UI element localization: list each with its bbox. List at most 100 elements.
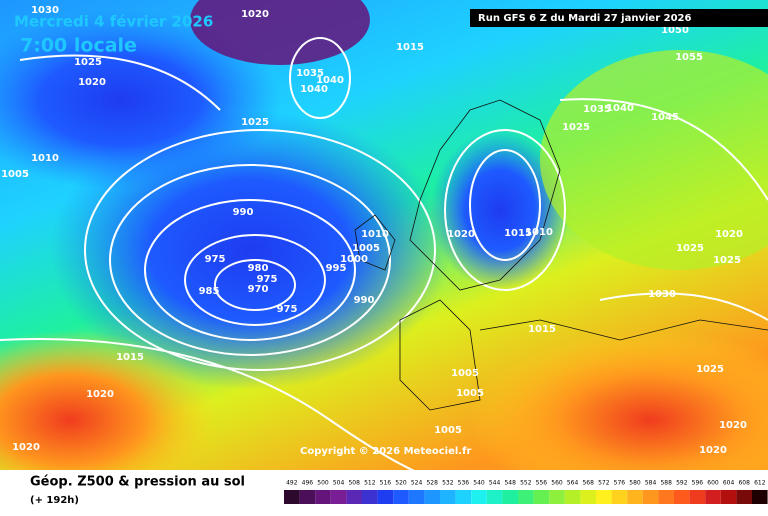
scale-swatch	[752, 490, 768, 504]
isobar-label: 1010	[361, 229, 389, 240]
scale-swatch	[455, 490, 472, 504]
scale-swatch	[689, 490, 706, 504]
isobar-label: 1040	[606, 103, 634, 114]
isobar-label: 1020	[715, 229, 743, 240]
run-info: Run GFS 6 Z du Mardi 27 janvier 2026	[478, 13, 691, 24]
scale-label: 604	[723, 480, 735, 487]
isobar-label: 1015	[396, 42, 424, 53]
isobar-label: 1050	[661, 25, 689, 36]
scale-label: 492	[286, 480, 298, 487]
isobar-label: 1015	[116, 352, 144, 363]
scale-swatch	[549, 490, 565, 504]
scale-label: 536	[458, 480, 470, 487]
isobar-label: 985	[199, 286, 220, 297]
isobar-label: 1010	[525, 227, 553, 238]
isobar-label: 1025	[74, 57, 102, 68]
scale-swatch	[486, 490, 503, 504]
isobar-label: 1020	[719, 420, 747, 431]
isobar-label: 975	[257, 274, 278, 285]
isobar-label: 1005	[1, 169, 29, 180]
scale-swatch	[580, 490, 596, 504]
isobar-label: 1020	[447, 229, 475, 240]
isobar-label: 1000	[340, 254, 368, 265]
isobar-label: 1015	[528, 324, 556, 335]
isobar-label: 1025	[676, 243, 704, 254]
scale-swatch	[674, 490, 690, 504]
scale-swatch	[564, 490, 581, 504]
scale-label: 576	[614, 480, 626, 487]
isobar-label: 1005	[451, 368, 479, 379]
scale-label: 548	[504, 480, 516, 487]
scale-swatch	[533, 490, 550, 504]
scale-label: 600	[707, 480, 719, 487]
isobar-label: 1040	[300, 84, 328, 95]
isobar-label: 1020	[86, 389, 114, 400]
scale-label: 532	[442, 480, 454, 487]
isobar-label: 1025	[562, 122, 590, 133]
isobar-label: 1035	[296, 68, 324, 79]
isobar-label: 1020	[241, 9, 269, 20]
scale-swatch	[284, 490, 300, 504]
isobar-label: 1010	[31, 153, 59, 164]
scale-label: 580	[629, 480, 641, 487]
isobar-label: 1015	[504, 228, 532, 239]
scale-label: 544	[489, 480, 501, 487]
scale-swatch	[611, 490, 628, 504]
scale-swatch	[346, 490, 362, 504]
scale-label: 504	[333, 480, 345, 487]
isobar-label: 1005	[352, 243, 380, 254]
scale-label: 552	[520, 480, 532, 487]
scale-label: 596	[692, 480, 704, 487]
isobar-label: 970	[248, 284, 269, 295]
isobar-label: 1020	[78, 77, 106, 88]
forecast-time: 7:00 locale	[20, 35, 137, 57]
scale-label: 588	[660, 480, 672, 487]
scale-label: 496	[302, 480, 314, 487]
isobar-label: 1040	[316, 75, 344, 86]
scale-swatch	[471, 490, 487, 504]
product-title: Géop. Z500 & pression au sol	[30, 475, 245, 490]
copyright: Copyright © 2026 Meteociel.fr	[300, 446, 471, 457]
scale-swatch	[315, 490, 331, 504]
isobar-label: 1055	[675, 52, 703, 63]
lead-time: (+ 192h)	[30, 495, 79, 506]
scale-label: 584	[645, 480, 657, 487]
isobar-label: 995	[326, 263, 347, 274]
isobar-label: 1030	[31, 5, 59, 16]
isobar-label: 990	[354, 295, 375, 306]
scale-swatch	[299, 490, 316, 504]
isobar-labels: 1030 102010251020101010051035104010401025…	[1, 5, 747, 456]
coastlines	[354, 99, 768, 411]
scale-label: 512	[364, 480, 376, 487]
scale-label: 568	[582, 480, 594, 487]
isobar-label: 1025	[713, 255, 741, 266]
scale-swatch	[627, 490, 643, 504]
scale-swatch	[362, 490, 378, 504]
scale-swatch	[658, 490, 674, 504]
isobar-label: 1005	[434, 425, 462, 436]
scale-swatch	[408, 490, 425, 504]
scale-swatch	[440, 490, 456, 504]
scale-swatch	[330, 490, 347, 504]
scale-label: 516	[380, 480, 392, 487]
isobar-label: 980	[248, 263, 269, 274]
scale-swatch	[518, 490, 534, 504]
scale-label: 564	[567, 480, 579, 487]
isobar-label: 1005	[456, 388, 484, 399]
color-scale: 492 496 500 504 508 512 516 520 524 528 532 536 540 5…	[284, 480, 768, 504]
isobar-label: 1045	[651, 112, 679, 123]
scale-label: 556	[536, 480, 548, 487]
scale-label: 592	[676, 480, 688, 487]
isobar-label: 990	[233, 207, 254, 218]
isobar-label: 1020	[699, 445, 727, 456]
scale-swatch	[502, 490, 518, 504]
scale-label: 560	[551, 480, 563, 487]
scale-swatch	[377, 490, 394, 504]
scale-label: 528	[426, 480, 438, 487]
isobar-label: 1035	[583, 104, 611, 115]
isobar-label: 1030	[648, 289, 676, 300]
isobar-label: 975	[205, 254, 226, 265]
scale-swatch	[424, 490, 440, 504]
